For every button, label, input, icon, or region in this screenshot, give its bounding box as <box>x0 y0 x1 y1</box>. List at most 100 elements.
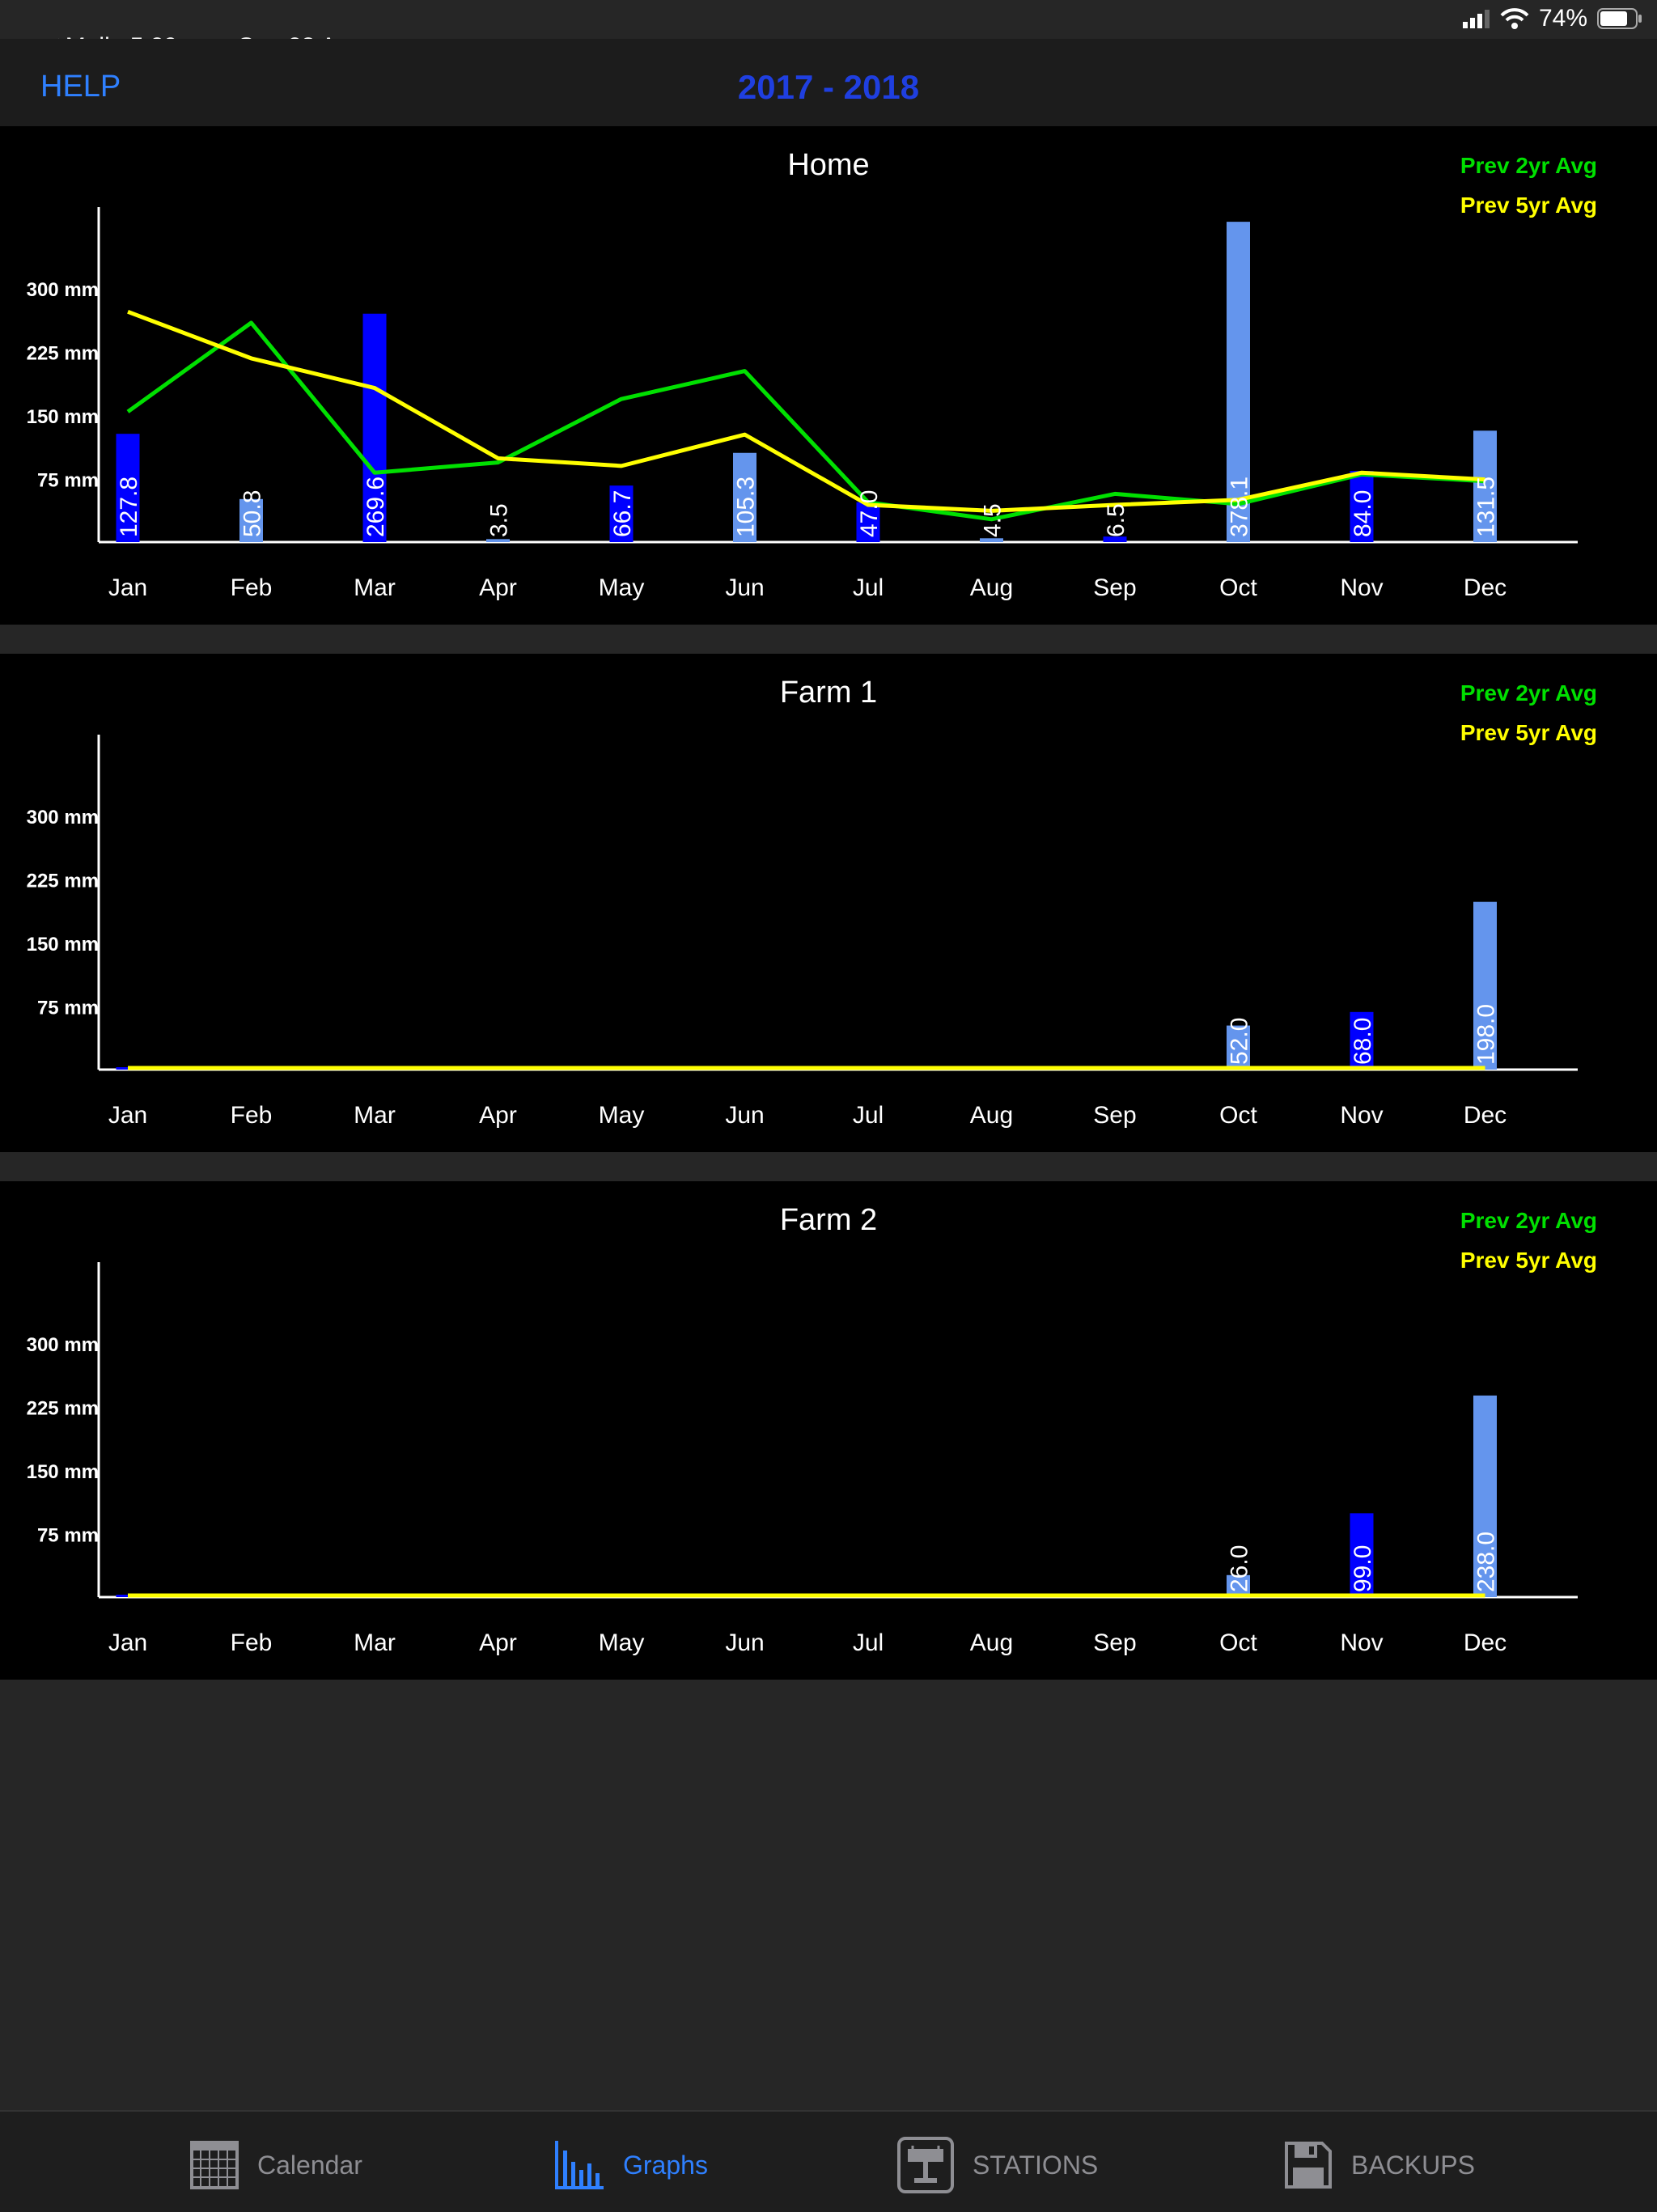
x-tick-label: Oct <box>1219 1102 1257 1129</box>
bar-value-label: 50.8 <box>239 490 266 537</box>
x-tick-label: Jan <box>108 1629 147 1656</box>
x-tick-label: Jan <box>108 1102 147 1129</box>
chart-title: Home <box>787 148 869 182</box>
tab-backups[interactable]: BACKUPS <box>1283 2139 1475 2191</box>
bar-feb <box>239 498 263 542</box>
y-tick-label: 150 mm <box>27 934 99 956</box>
x-tick-label: Dec <box>1464 1102 1507 1129</box>
bar-value-label: 68.0 <box>1350 1018 1376 1065</box>
tab-calendar[interactable]: Calendar <box>189 2139 362 2191</box>
tab-backups-label: BACKUPS <box>1351 2150 1475 2180</box>
stations-icon <box>897 2137 954 2193</box>
bar-value-label: 378.1 <box>1227 477 1253 537</box>
bar-value-label: 131.5 <box>1473 477 1500 537</box>
x-tick-label: May <box>599 574 645 601</box>
chart-title: Farm 1 <box>780 676 877 710</box>
x-tick-label: Sep <box>1093 1102 1136 1129</box>
x-tick-label: Nov <box>1340 574 1383 601</box>
floppy-disk-icon <box>1285 2142 1332 2189</box>
legend-prev-2yr: Prev 2yr Avg <box>1460 1208 1597 1233</box>
y-tick-label: 75 mm <box>37 997 99 1019</box>
chart-farm-2: Farm 2 Prev 2yr Avg Prev 5yr Avg 300 mm 225 … <box>27 1203 1597 1656</box>
x-tick-label: Nov <box>1340 1629 1383 1656</box>
x-tick-label: Feb <box>231 1102 273 1129</box>
status-bar: ◀ Mail 5:29 pm Sun 28 Apr 74% <box>0 0 1657 60</box>
bar-oct <box>1227 222 1250 542</box>
help-button[interactable]: HELP <box>40 70 121 104</box>
bar-value-label: 66.7 <box>609 490 636 537</box>
x-tick-label: Aug <box>970 1102 1013 1129</box>
tab-calendar-label: Calendar <box>257 2150 362 2180</box>
tab-stations[interactable]: STATIONS <box>896 2137 1099 2193</box>
wifi-icon <box>1500 8 1529 29</box>
bar-may <box>609 485 634 542</box>
line-prev-2yr-avg <box>126 320 1485 522</box>
x-tick-label: Jun <box>725 1629 764 1656</box>
bar-value-label: 6.5 <box>1103 503 1129 537</box>
bar-oct <box>1227 1025 1250 1070</box>
signal-icon <box>1462 10 1490 28</box>
year-range-title[interactable]: 2017 - 2018 <box>737 68 920 106</box>
chart-panel-farm-1: Farm 1 Prev 2yr Avg Prev 5yr Avg 300 mm 225 … <box>0 654 1657 1152</box>
x-tick-label: Mar <box>354 1629 396 1656</box>
bar-value-label: 105.3 <box>733 477 760 537</box>
bar-value-label: 26.0 <box>1227 1545 1253 1592</box>
legend-prev-5yr: Prev 5yr Avg <box>1460 193 1597 218</box>
x-tick-label: Aug <box>970 1629 1013 1656</box>
bar-dec <box>1473 1395 1497 1597</box>
bar-value-label: 238.0 <box>1473 1532 1500 1592</box>
chart-home: Home Prev 2yr Avg Prev 5yr Avg 300 mm 225 mm… <box>27 148 1597 601</box>
tab-graphs[interactable]: Graphs <box>553 2139 708 2191</box>
bar-value-label: 4.5 <box>980 503 1006 537</box>
x-tick-label: Jun <box>725 1102 764 1129</box>
y-tick-label: 300 mm <box>27 807 99 828</box>
bar-mar <box>362 313 387 542</box>
x-tick-label: Apr <box>479 574 517 601</box>
graphs-icon <box>555 2141 604 2189</box>
battery-percent: 74% <box>1538 5 1587 32</box>
x-tick-label: Jul <box>853 1102 884 1129</box>
bar-jul <box>856 502 880 542</box>
bar-value-label: 198.0 <box>1473 1004 1500 1065</box>
bar-value-label: 3.5 <box>486 503 513 537</box>
x-tick-label: May <box>599 1102 645 1129</box>
bar-value-label: 269.6 <box>362 477 389 537</box>
legend-prev-2yr: Prev 2yr Avg <box>1460 153 1597 178</box>
tab-graphs-label: Graphs <box>623 2150 708 2180</box>
bar-aug <box>980 538 1003 542</box>
bar-value-label: 84.0 <box>1350 490 1376 537</box>
tab-stations-label: STATIONS <box>973 2150 1099 2180</box>
legend-prev-2yr: Prev 2yr Avg <box>1460 680 1597 706</box>
bar-jun <box>733 452 756 542</box>
bar-value-label: 127.8 <box>116 477 142 537</box>
y-tick-label: 225 mm <box>27 870 99 892</box>
bar-apr <box>486 539 510 542</box>
x-tick-label: Oct <box>1219 1629 1257 1656</box>
x-tick-label: Apr <box>479 1629 517 1656</box>
chart-panel-farm-2: Farm 2 Prev 2yr Avg Prev 5yr Avg 300 mm 225 … <box>0 1181 1657 1680</box>
bar-value-label: 47.0 <box>856 490 883 537</box>
x-tick-label: Sep <box>1093 574 1136 601</box>
x-tick-label: Jan <box>108 574 147 601</box>
bar-nov <box>1350 1513 1374 1597</box>
x-tick-label: Sep <box>1093 1629 1136 1656</box>
x-tick-label: Jul <box>853 1629 884 1656</box>
bar-sep <box>1103 536 1127 542</box>
bar-nov <box>1350 1011 1374 1070</box>
y-tick-label: 150 mm <box>27 1461 99 1483</box>
chart-panel-home: Home Prev 2yr Avg Prev 5yr Avg 300 mm 225 mm… <box>0 126 1657 625</box>
bar-nov <box>1350 471 1374 542</box>
y-tick-label: 225 mm <box>27 342 99 364</box>
y-tick-label: 300 mm <box>27 279 99 301</box>
tab-bar: Calendar Graphs STATIONS BACKUPS <box>0 2110 1657 2212</box>
x-tick-label: Dec <box>1464 574 1507 601</box>
y-tick-label: 225 mm <box>27 1397 99 1419</box>
x-tick-label: Dec <box>1464 1629 1507 1656</box>
x-tick-label: Feb <box>231 574 273 601</box>
line-prev-5yr-avg <box>127 309 1485 513</box>
y-tick-label: 75 mm <box>37 469 99 491</box>
bar-jan <box>116 434 140 542</box>
x-tick-label: Mar <box>354 574 396 601</box>
x-tick-label: Apr <box>479 1102 517 1129</box>
bar-oct <box>1227 1574 1250 1597</box>
